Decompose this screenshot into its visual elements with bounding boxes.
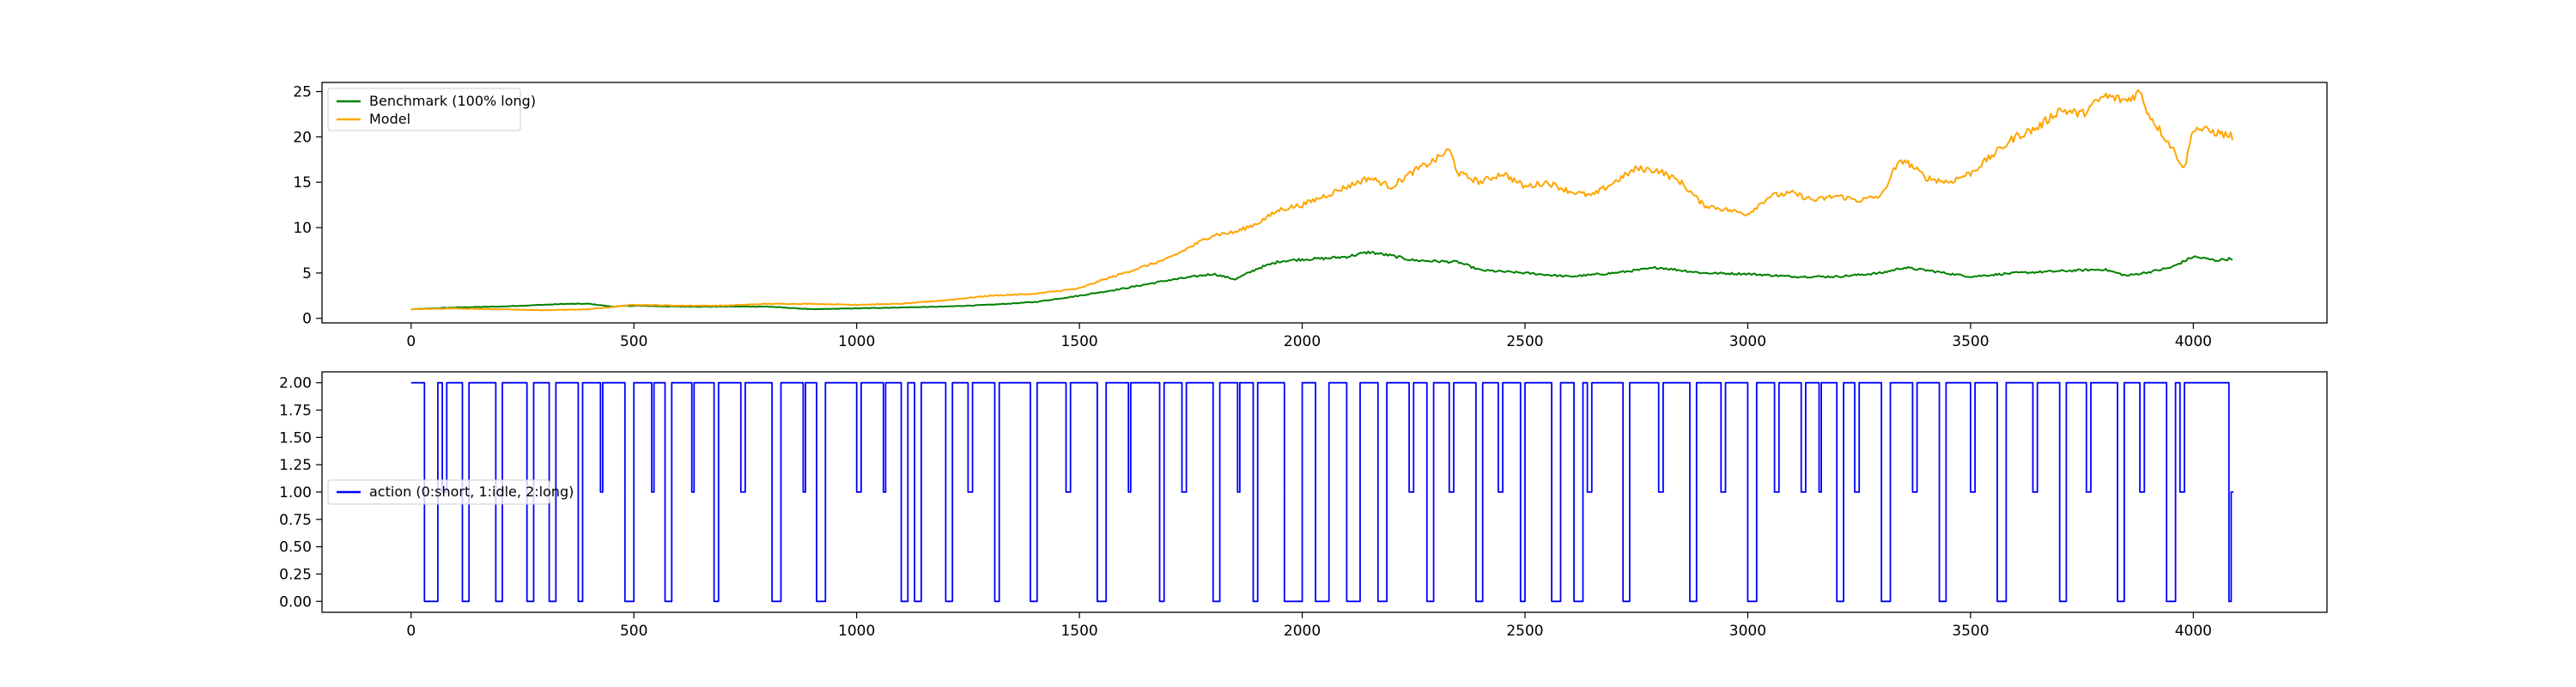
equity-x-axis: 0 500 1000 1500 2000 2500 3000 3500 4000 <box>406 323 2212 350</box>
y-tick-label: 0.75 <box>279 512 312 529</box>
y-tick-label: 25 <box>293 84 312 101</box>
x-tick-label: 3500 <box>1952 623 1989 640</box>
equity-series-layer <box>410 88 2233 312</box>
x-tick-label: 2000 <box>1284 623 1321 640</box>
y-tick-label: 1.75 <box>279 403 312 420</box>
action-panel: 0 500 1000 1500 2000 2500 3000 3500 4000 0.00 0.2… <box>279 371 2328 640</box>
y-tick-label: 2.00 <box>279 375 312 392</box>
y-tick-label: 5 <box>302 265 312 283</box>
x-tick-label: 0 <box>406 623 416 640</box>
equity-legend-box <box>327 88 521 131</box>
x-tick-label: 500 <box>620 333 647 350</box>
x-tick-label: 3000 <box>1729 623 1766 640</box>
y-tick-label: 1.25 <box>279 457 312 474</box>
equity-curve-panel: 0 500 1000 1500 2000 2500 3000 3500 4000 0 5 10 15 2… <box>293 82 2328 350</box>
y-tick-label: 20 <box>293 129 312 146</box>
action-series-layer <box>410 381 2233 603</box>
equity-legend: Benchmark (100% long) Model <box>327 88 536 131</box>
equity-plot-frame <box>321 82 2328 324</box>
x-tick-label: 2000 <box>1284 333 1321 350</box>
x-tick-label: 4000 <box>2175 623 2212 640</box>
y-tick-label: 0 <box>302 311 312 328</box>
equity-y-axis: 0 5 10 15 20 25 <box>293 84 322 328</box>
y-tick-label: 1.00 <box>279 484 312 502</box>
x-tick-label: 4000 <box>2175 333 2212 350</box>
x-tick-label: 3500 <box>1952 333 1989 350</box>
x-tick-label: 3000 <box>1729 333 1766 350</box>
series-line-1 <box>410 88 2233 312</box>
y-tick-label: 1.50 <box>279 429 312 447</box>
x-tick-label: 1000 <box>838 333 875 350</box>
action-x-axis: 0 500 1000 1500 2000 2500 3000 3500 4000 <box>406 612 2212 640</box>
x-tick-label: 1500 <box>1060 333 1097 350</box>
y-tick-label: 0.25 <box>279 566 312 583</box>
x-tick-label: 2500 <box>1506 623 1543 640</box>
y-tick-label: 15 <box>293 174 312 192</box>
x-tick-label: 1000 <box>838 623 875 640</box>
action-legend-box <box>327 479 550 505</box>
x-tick-label: 0 <box>406 333 416 350</box>
series-line-0 <box>410 381 2233 603</box>
x-tick-label: 500 <box>620 623 647 640</box>
y-tick-label: 0.00 <box>279 593 312 611</box>
y-tick-label: 0.50 <box>279 539 312 556</box>
legend-action-label: action (0:short, 1:idle, 2:long) <box>369 483 574 500</box>
x-tick-label: 2500 <box>1506 333 1543 350</box>
x-tick-label: 1500 <box>1060 623 1097 640</box>
legend-model-label: Model <box>369 111 410 127</box>
action-legend: action (0:short, 1:idle, 2:long) <box>327 479 574 505</box>
legend-benchmark-label: Benchmark (100% long) <box>369 93 536 109</box>
action-y-axis: 0.00 0.25 0.50 0.75 1.00 1.25 1.50 1.75 2.00 <box>279 375 322 611</box>
y-tick-label: 10 <box>293 220 312 237</box>
